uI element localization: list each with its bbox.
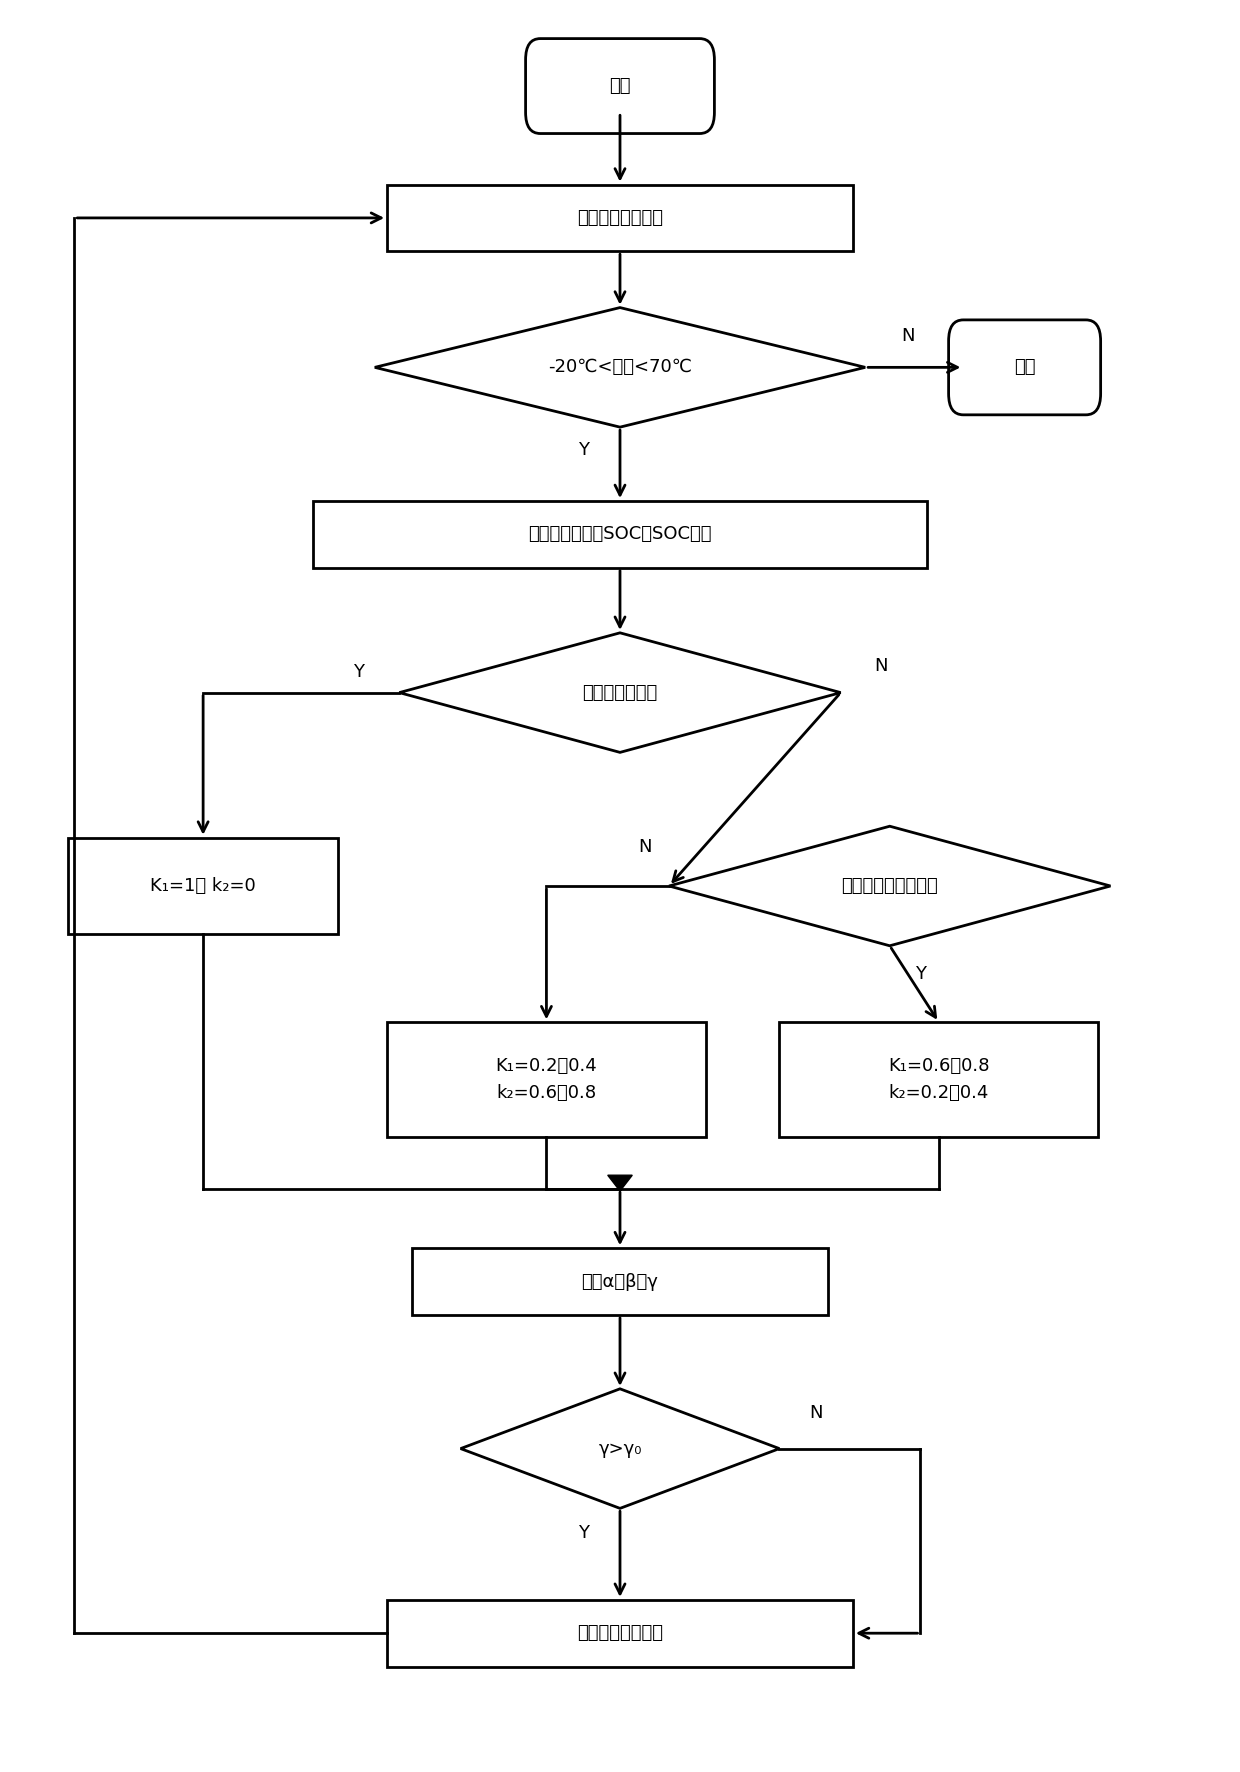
Bar [68,838,339,934]
Bar [780,1022,1099,1136]
Text: 计算α、β、γ: 计算α、β、γ [582,1272,658,1290]
Text: N: N [810,1405,823,1423]
Text: Y: Y [578,1524,589,1542]
Text: Y: Y [578,441,589,459]
Bar [387,1600,853,1667]
Text: N: N [874,657,888,675]
Text: γ>γ₀: γ>γ₀ [598,1439,642,1458]
Text: 结束: 结束 [1014,358,1035,376]
Text: K₁=1， k₂=0: K₁=1， k₂=0 [150,877,255,895]
Polygon shape [670,826,1111,946]
Polygon shape [460,1389,780,1508]
Text: 开始: 开始 [609,76,631,96]
Text: 电池状态信息采集: 电池状态信息采集 [577,209,663,227]
Bar [314,501,926,567]
Text: 到达第二工作阶段？: 到达第二工作阶段？ [842,877,939,895]
Text: K₁=0.6～0.8
k₂=0.2～0.4: K₁=0.6～0.8 k₂=0.2～0.4 [888,1058,990,1102]
Polygon shape [608,1175,632,1191]
Text: N: N [901,326,915,346]
Polygon shape [399,633,841,753]
Bar [412,1247,828,1315]
FancyBboxPatch shape [949,321,1101,415]
Text: Y: Y [915,966,926,983]
Text: K₁=0.2～0.4
k₂=0.6～0.8: K₁=0.2～0.4 k₂=0.6～0.8 [496,1058,598,1102]
Bar [387,1022,706,1136]
Text: 计算电压均居、SOC、SOC均居: 计算电压均居、SOC、SOC均居 [528,525,712,544]
Text: -20℃<温度<70℃: -20℃<温度<70℃ [548,358,692,376]
Text: N: N [637,838,651,856]
Text: 发出启动均衡命令: 发出启动均衡命令 [577,1625,663,1643]
Bar [387,184,853,252]
FancyBboxPatch shape [526,39,714,133]
Text: 处于静置状态？: 处于静置状态？ [583,684,657,702]
Polygon shape [374,308,866,427]
Text: Y: Y [353,663,365,680]
